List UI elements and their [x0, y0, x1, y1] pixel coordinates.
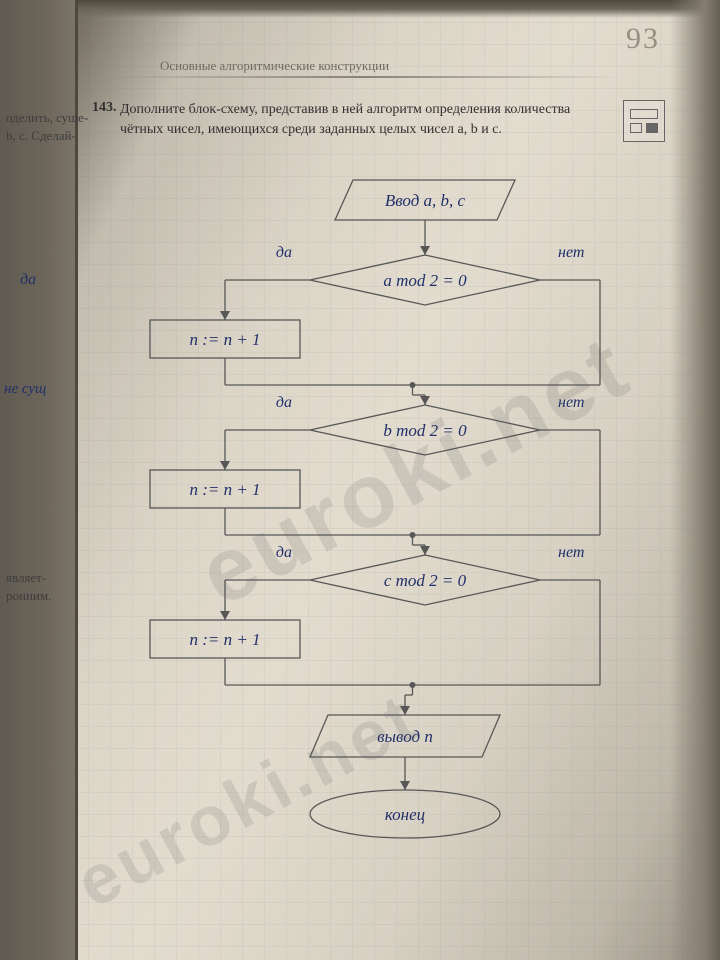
- chapter-title: Основные алгоритмические конструкции: [160, 58, 389, 74]
- flowchart-svg: Ввод a, b, c a mod 2 = 0 да нет n := n + 1 b …: [110, 170, 650, 890]
- task-number: 143.: [92, 100, 117, 116]
- prev-page-fragment: являет-: [6, 570, 46, 587]
- svg-text:a mod 2 = 0: a mod 2 = 0: [383, 271, 467, 290]
- textbook-page-photo: оделить, суще- b, c. Сделай- да не сущ я…: [0, 0, 720, 960]
- top-shadow: [0, 0, 720, 18]
- prev-page-fragment: b, c. Сделай-: [6, 128, 76, 145]
- svg-text:вывод n: вывод n: [377, 727, 433, 746]
- svg-text:да: да: [276, 394, 292, 411]
- flowchart-icon: [623, 100, 665, 142]
- svg-text:c mod 2 = 0: c mod 2 = 0: [384, 571, 467, 590]
- right-shadow: [670, 0, 720, 960]
- svg-text:n := n + 1: n := n + 1: [189, 630, 260, 649]
- prev-page-fragment: не сущ: [4, 380, 46, 400]
- svg-text:b mod 2 = 0: b mod 2 = 0: [383, 421, 467, 440]
- page-number: 93: [626, 22, 660, 56]
- svg-text:да: да: [276, 244, 292, 261]
- task-text: Дополните блок-схему, представив в ней а…: [120, 100, 600, 141]
- chapter-rule: [100, 76, 620, 78]
- svg-text:нет: нет: [558, 394, 584, 411]
- svg-text:n := n + 1: n := n + 1: [189, 330, 260, 349]
- prev-page-fragment: ронним.: [6, 588, 51, 605]
- svg-text:нет: нет: [558, 544, 584, 561]
- prev-page-fragment: да: [20, 270, 36, 291]
- svg-text:n := n + 1: n := n + 1: [189, 480, 260, 499]
- svg-text:да: да: [276, 544, 292, 561]
- svg-text:нет: нет: [558, 244, 584, 261]
- svg-text:конец: конец: [385, 805, 425, 824]
- svg-text:Ввод a, b, c: Ввод a, b, c: [385, 191, 466, 210]
- prev-page-fragment: оделить, суще-: [6, 110, 88, 127]
- flowchart-diagram: Ввод a, b, c a mod 2 = 0 да нет n := n + 1 b …: [110, 170, 650, 890]
